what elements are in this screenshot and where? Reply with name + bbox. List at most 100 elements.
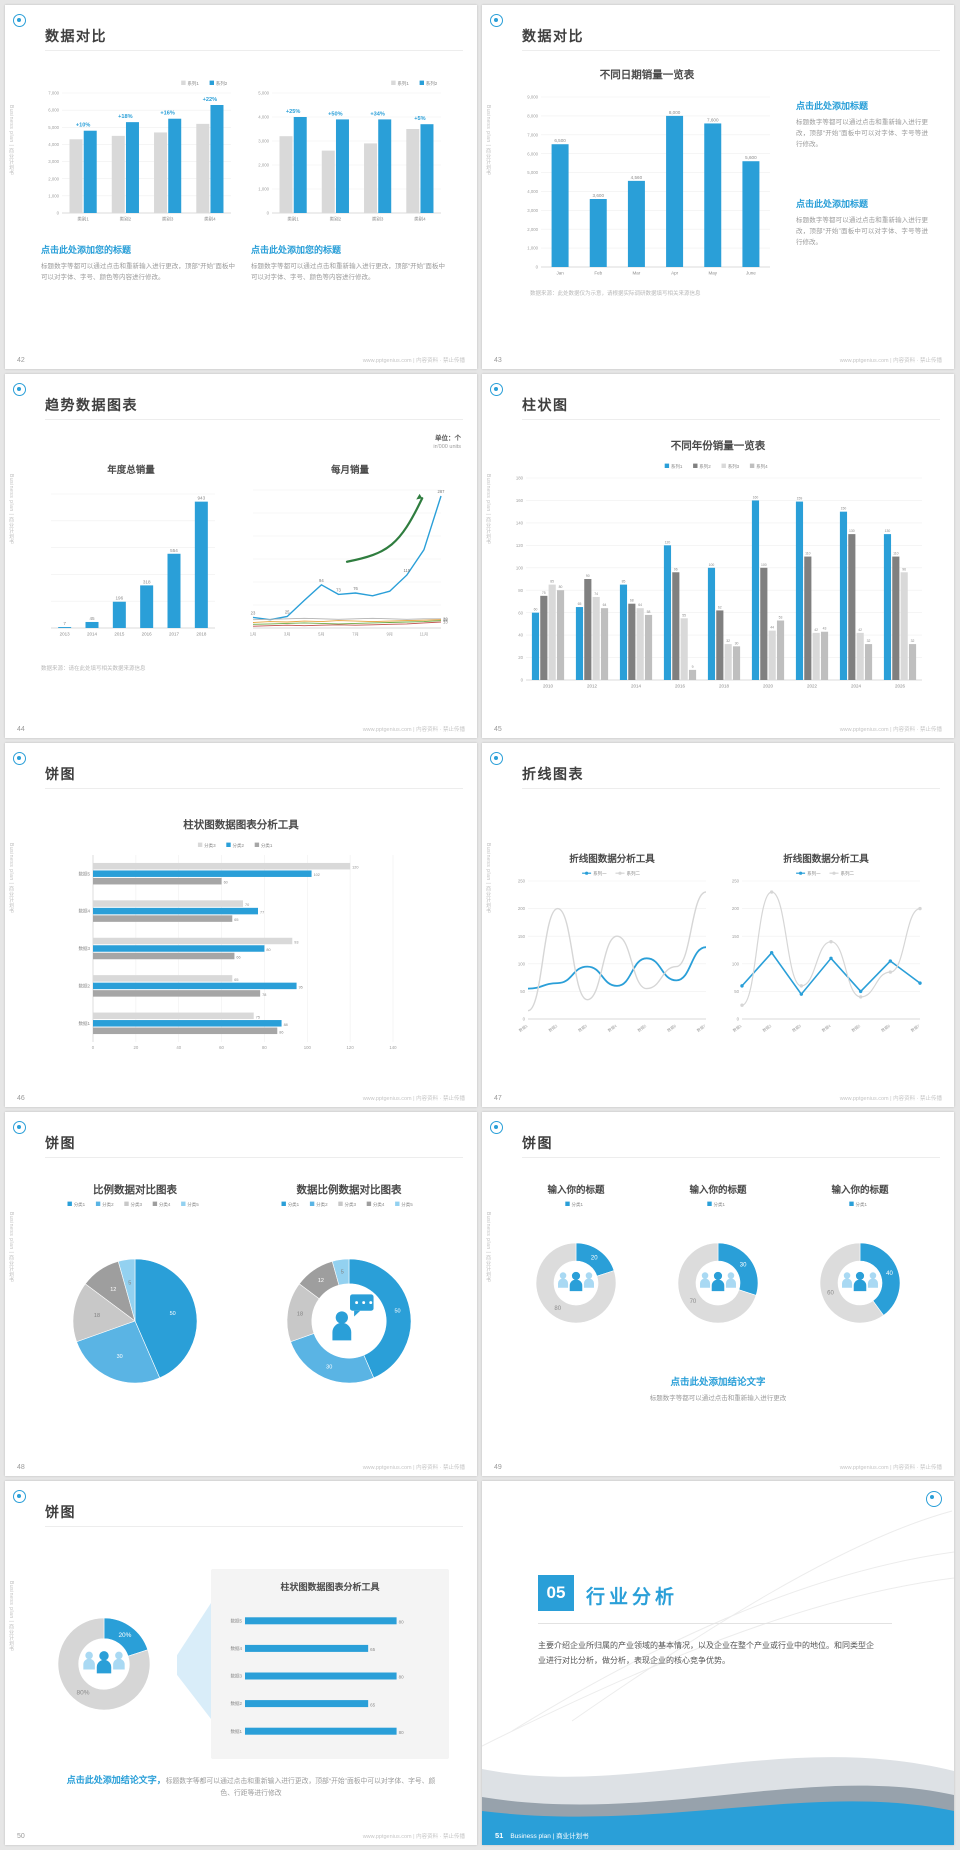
svg-text:100: 100 [732,961,740,966]
svg-text:200: 200 [732,906,740,911]
svg-text:分类1: 分类1 [74,1201,86,1208]
slide-50[interactable]: Business plan | 商业计划书 饼图 20% 80% 柱状图数据图表分… [5,1481,477,1845]
svg-text:数据1: 数据1 [732,1023,743,1033]
svg-text:数据3: 数据3 [791,1023,802,1033]
svg-text:2022: 2022 [807,684,818,689]
svg-text:分类3: 分类3 [345,1201,357,1208]
svg-text:102: 102 [314,873,320,877]
slide-46[interactable]: Business plan | 商业计划书 饼图 柱状图数据图表分析工具 分类3… [5,743,477,1107]
svg-text:Apr: Apr [671,271,679,276]
svg-text:6,000: 6,000 [527,151,538,156]
svg-text:数据4: 数据4 [78,908,90,915]
svg-text:分类4: 分类4 [373,1201,385,1208]
svg-text:12: 12 [318,1278,324,1284]
pie-chart: 分类1 分类2 分类3 分类4 分类5 50 30 18 12 5 [33,1198,237,1424]
svg-text:150: 150 [518,934,526,939]
svg-text:120: 120 [516,543,524,548]
slide-48[interactable]: Business plan | 商业计划书 饼图 比例数据对比图表 分类1 分类2… [5,1112,477,1476]
slide-49[interactable]: Business plan | 商业计划书 饼图 输入你的标题 分类1 20 80 … [482,1112,954,1476]
svg-text:44: 44 [770,626,774,630]
title-rule [45,1526,463,1527]
slide-43[interactable]: Business plan | 商业计划书 数据对比 不同日期销量一览表 0 1,… [482,5,954,369]
svg-text:+22%: +22% [203,97,217,103]
svg-text:20: 20 [443,616,448,621]
svg-text:2,000: 2,000 [527,227,538,232]
section-rule [538,1623,892,1624]
svg-text:0: 0 [737,1017,740,1022]
svg-text:系列二: 系列二 [841,870,855,877]
slide-47[interactable]: Business plan | 商业计划书 折线图表 折线图数据分析工具 系列一… [482,743,954,1107]
svg-text:2024: 2024 [851,684,862,689]
slide-title: 数据对比 [45,28,107,44]
line-chart-smooth: 系列一 系列二 0 50 100 150 200 250 数据1 数据2 数据3 数据4 数据5 数据6 数… [512,867,712,1033]
caption-body: 标题数字等都可以通过点击和重新输入进行更改，顶部“开始”面板中可以对字体、字号、… [41,263,235,282]
svg-text:180: 180 [516,476,524,481]
svg-text:4,000: 4,000 [527,189,538,194]
svg-text:系列4: 系列4 [756,463,768,470]
line-chart-markers: 系列一 系列二 0 50 100 150 200 250 数据1 数据2 数据3 数据4 数据5 数据6 数… [726,867,926,1033]
svg-text:+5%: +5% [414,116,425,122]
svg-text:分类1: 分类1 [572,1201,584,1208]
title-rule [45,1157,463,1158]
horizontal-bar-chart: 分类3 分类2 分类1 0 20 40 60 80 100 120 140 120 102 60 数据5 70… [67,839,407,1055]
svg-text:77: 77 [260,911,264,915]
svg-text:86: 86 [279,1030,283,1034]
slide-45[interactable]: Business plan | 商业计划书 柱状图 不同年份销量一览表 系列1 系… [482,374,954,738]
svg-text:类别4: 类别4 [204,216,216,223]
svg-text:100: 100 [709,563,715,567]
donut-chart-3: 分类1 40 60 [790,1198,930,1356]
svg-text:115: 115 [403,568,410,573]
svg-text:32: 32 [726,639,730,643]
donut-chart-2: 分类1 30 70 [648,1198,788,1356]
svg-text:62: 62 [718,605,722,609]
svg-text:94: 94 [319,578,324,583]
footer-site: www.pptgenius.com | 内容资料 · 禁止传播 [839,1465,942,1471]
slide-42[interactable]: Business plan | 商业计划书 数据对比 系列1 系列2 0 1,000 2… [5,5,477,369]
page-number: 43 [494,357,502,364]
slide-44[interactable]: Business plan | 商业计划书 趋势数据图表 单位：个 in'000… [5,374,477,738]
svg-text:数据2: 数据2 [78,983,90,990]
slide-title: 饼图 [522,1135,553,1151]
svg-text:3,600: 3,600 [593,193,605,198]
svg-text:5,000: 5,000 [258,91,269,96]
line-chart-monthly-sales: 1月 3月 5月 7月 9月 11月 23 25 94 73 76 115 287 20 18 16 13 [245,480,455,640]
svg-text:60: 60 [219,1045,224,1050]
slide-title: 柱状图 [522,397,569,413]
svg-text:55: 55 [682,613,686,617]
donut-chart-summary: 20% 80% [29,1589,179,1739]
brand-logo-icon [490,14,503,27]
slide-51[interactable]: 05 行业分析 主要介绍企业所归属的产业领域的基本情况，以及企业在整个产业或行业… [482,1481,954,1845]
svg-text:2020: 2020 [763,684,774,689]
svg-text:65: 65 [370,1702,376,1707]
footer-site: www.pptgenius.com | 内容资料 · 禁止传播 [839,358,942,364]
sidebar-watermark: Business plan | 商业计划书 [8,843,14,914]
svg-text:318: 318 [143,579,151,584]
svg-text:58: 58 [647,610,651,614]
svg-text:80: 80 [399,1620,405,1625]
connector-shape [177,1603,211,1719]
svg-text:2012: 2012 [587,684,598,689]
svg-text:系列1: 系列1 [671,463,683,470]
sidebar-watermark: Business plan | 商业计划书 [8,1581,14,1652]
svg-text:4,000: 4,000 [48,142,59,147]
chart-title: 年度总销量 [107,465,155,476]
grouped-bar-chart-years: 系列1 系列2 系列3 系列4 0 20 40 60 80 100 120 140 160 180 60 75… [510,460,926,692]
svg-text:数据5: 数据5 [636,1023,647,1033]
svg-text:7月: 7月 [352,632,359,638]
svg-text:1,000: 1,000 [258,187,269,192]
donut-chart: 分类1 分类2 分类3 分类4 分类5 50 30 18 12 5 [247,1198,451,1424]
svg-text:78: 78 [262,993,266,997]
svg-text:68: 68 [630,599,634,603]
svg-text:150: 150 [841,507,847,511]
svg-text:数据5: 数据5 [230,1617,242,1624]
brand-logo-icon [490,752,503,765]
svg-text:0: 0 [57,211,60,216]
svg-text:类别3: 类别3 [372,216,384,223]
svg-text:96: 96 [674,567,678,571]
caption-body: 标题数字等都可以通过点击和重新输入进行更改，顶部“开始”面板中可以对字体、字号等… [796,119,928,149]
brand-logo-icon [926,1491,942,1507]
caption-heading: 点击此处添加您的标题 [251,245,342,255]
svg-text:140: 140 [516,520,524,525]
svg-text:75: 75 [542,591,546,595]
svg-text:分类1: 分类1 [261,842,273,849]
